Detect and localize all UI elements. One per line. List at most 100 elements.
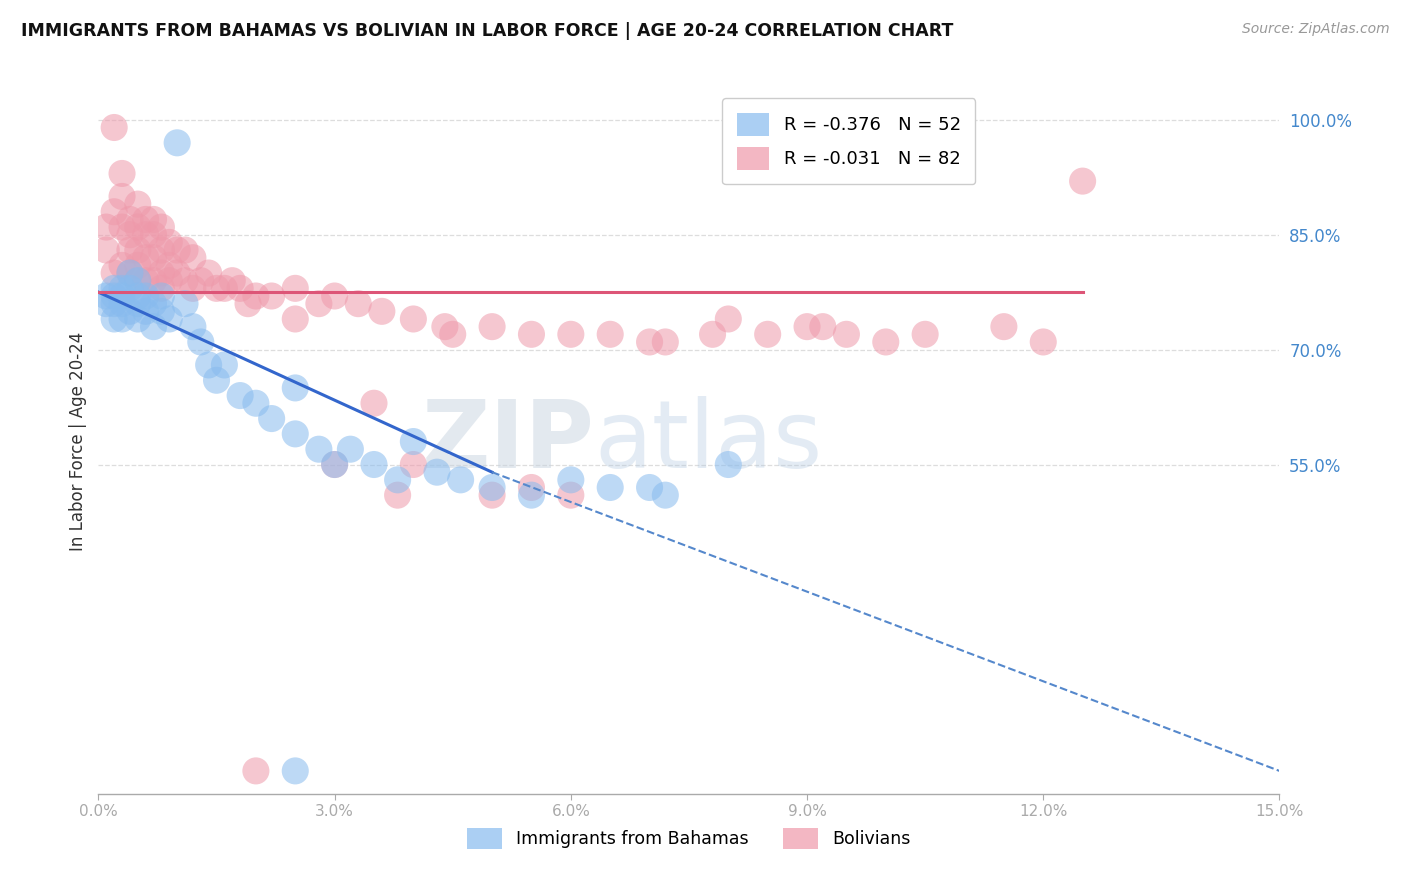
Point [166, 266, 188, 280]
Point [433, 319, 456, 334]
Point [520, 488, 543, 502]
Point [118, 266, 141, 280]
Point [214, 358, 236, 372]
Point [402, 434, 425, 449]
Point [811, 319, 834, 334]
Point [157, 274, 180, 288]
Point [702, 327, 724, 342]
Point [150, 220, 173, 235]
Point [111, 220, 134, 235]
Point [135, 289, 157, 303]
Point [103, 204, 125, 219]
Point [835, 327, 858, 342]
Point [339, 442, 361, 457]
Point [347, 296, 370, 310]
Point [520, 327, 543, 342]
Point [103, 312, 125, 326]
Point [560, 488, 582, 502]
Point [181, 319, 204, 334]
Point [127, 220, 149, 235]
Point [599, 327, 621, 342]
Point [245, 764, 267, 778]
Point [260, 411, 283, 425]
Point [284, 312, 307, 326]
Point [205, 281, 228, 295]
Point [142, 319, 165, 334]
Point [387, 473, 409, 487]
Point [135, 274, 157, 288]
Point [111, 312, 134, 326]
Point [103, 266, 125, 280]
Point [142, 296, 165, 310]
Point [157, 258, 180, 272]
Point [150, 281, 173, 295]
Point [118, 266, 141, 280]
Point [284, 381, 307, 395]
Point [426, 465, 449, 479]
Point [914, 327, 936, 342]
Point [796, 319, 818, 334]
Point [245, 289, 267, 303]
Point [284, 764, 307, 778]
Point [174, 296, 197, 310]
Point [481, 488, 503, 502]
Point [150, 304, 173, 318]
Point [142, 274, 165, 288]
Point [127, 296, 149, 310]
Point [638, 334, 661, 349]
Point [371, 304, 394, 318]
Point [118, 227, 141, 242]
Point [166, 243, 188, 257]
Point [103, 120, 125, 135]
Point [236, 296, 259, 310]
Point [190, 274, 212, 288]
Point [214, 281, 236, 295]
Point [142, 212, 165, 227]
Point [118, 243, 141, 257]
Point [481, 319, 503, 334]
Point [181, 251, 204, 265]
Point [150, 289, 173, 303]
Point [387, 488, 409, 502]
Point [174, 243, 197, 257]
Point [135, 227, 157, 242]
Point [127, 197, 149, 211]
Point [450, 473, 472, 487]
Point [127, 258, 149, 272]
Point [323, 458, 346, 472]
Point [118, 212, 141, 227]
Point [142, 251, 165, 265]
Point [127, 289, 149, 303]
Point [190, 334, 212, 349]
Point [111, 296, 134, 310]
Point [174, 274, 197, 288]
Point [127, 312, 149, 326]
Point [103, 289, 125, 303]
Point [103, 281, 125, 295]
Point [441, 327, 464, 342]
Point [142, 227, 165, 242]
Point [363, 458, 385, 472]
Point [717, 458, 740, 472]
Y-axis label: In Labor Force | Age 20-24: In Labor Force | Age 20-24 [69, 332, 87, 551]
Point [520, 481, 543, 495]
Text: atlas: atlas [595, 395, 823, 488]
Point [150, 266, 173, 280]
Point [993, 319, 1015, 334]
Point [717, 312, 740, 326]
Point [308, 442, 330, 457]
Point [654, 334, 676, 349]
Point [756, 327, 779, 342]
Point [260, 289, 283, 303]
Point [157, 312, 180, 326]
Point [323, 458, 346, 472]
Point [135, 304, 157, 318]
Point [118, 281, 141, 295]
Point [127, 243, 149, 257]
Point [284, 426, 307, 441]
Text: Source: ZipAtlas.com: Source: ZipAtlas.com [1241, 22, 1389, 37]
Point [323, 289, 346, 303]
Point [481, 481, 503, 495]
Point [221, 274, 243, 288]
Point [875, 334, 897, 349]
